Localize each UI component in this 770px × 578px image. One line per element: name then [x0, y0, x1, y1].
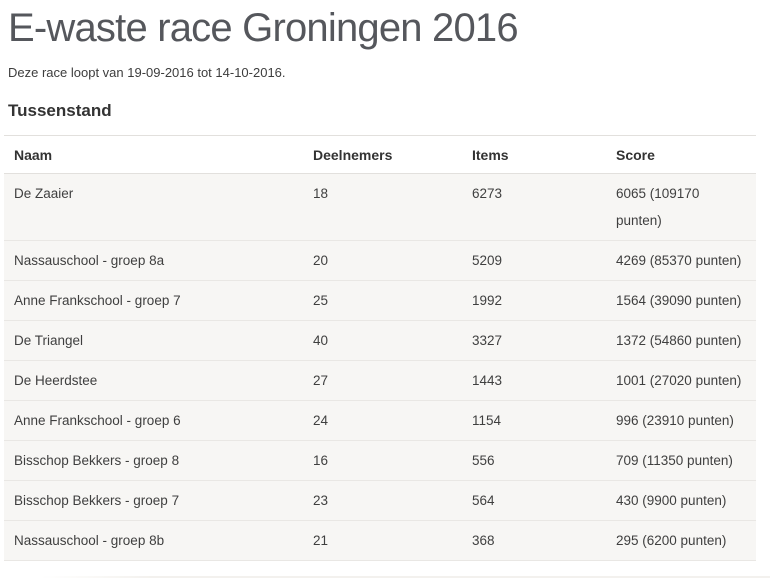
cell-deelnemers: 18 — [303, 173, 462, 241]
cell-naam: Nassauschool - groep 8a — [4, 240, 303, 281]
cell-items: 1443 — [462, 360, 606, 401]
table-row: Anne Frankschool - groep 7 25 1992 1564 … — [4, 280, 756, 321]
table-row: Anne Frankschool - groep 6 24 1154 996 (… — [4, 400, 756, 441]
cell-score: 1372 (54860 punten) — [606, 320, 756, 361]
cell-deelnemers: 24 — [303, 400, 462, 441]
cell-score: 996 (23910 punten) — [606, 400, 756, 441]
page: E-waste race Groningen 2016 Deze race lo… — [0, 6, 770, 578]
cell-naam: De Triangel — [4, 320, 303, 361]
cell-naam: Bisschop Bekkers - groep 8 — [4, 440, 303, 481]
table-row: Bisschop Bekkers - groep 8 16 556 709 (1… — [4, 440, 756, 481]
section-heading: Tussenstand — [8, 101, 112, 120]
cell-deelnemers: 16 — [303, 440, 462, 481]
column-header-score: Score — [606, 135, 756, 174]
standings-table: Naam Deelnemers Items Score De Zaaier 18… — [4, 135, 756, 561]
cell-items: 6273 — [462, 173, 606, 241]
cell-items: 1992 — [462, 280, 606, 321]
table-row: Nassauschool - groep 8b 21 368 295 (6200… — [4, 520, 756, 561]
cell-deelnemers: 23 — [303, 480, 462, 521]
cell-naam: Bisschop Bekkers - groep 7 — [4, 480, 303, 521]
cell-naam: Anne Frankschool - groep 7 — [4, 280, 303, 321]
cell-score: 295 (6200 punten) — [606, 520, 756, 561]
cell-deelnemers: 20 — [303, 240, 462, 281]
cell-items: 1154 — [462, 400, 606, 441]
cell-items: 3327 — [462, 320, 606, 361]
column-header-naam: Naam — [4, 135, 303, 174]
cell-deelnemers: 21 — [303, 520, 462, 561]
cell-score: 4269 (85370 punten) — [606, 240, 756, 281]
column-header-items: Items — [462, 135, 606, 174]
cell-score: 1564 (39090 punten) — [606, 280, 756, 321]
cell-items: 556 — [462, 440, 606, 481]
next-section-edge — [0, 576, 770, 578]
column-header-deelnemers: Deelnemers — [303, 135, 462, 174]
cell-items: 368 — [462, 520, 606, 561]
cell-deelnemers: 25 — [303, 280, 462, 321]
cell-naam: De Zaaier — [4, 173, 303, 241]
cell-deelnemers: 40 — [303, 320, 462, 361]
table-header-row: Naam Deelnemers Items Score — [4, 135, 756, 174]
table-row: Nassauschool - groep 8a 20 5209 4269 (85… — [4, 240, 756, 281]
cell-items: 564 — [462, 480, 606, 521]
cell-naam: Nassauschool - groep 8b — [4, 520, 303, 561]
table-row: De Zaaier 18 6273 6065 (109170 punten) — [4, 173, 756, 241]
cell-score: 6065 (109170 punten) — [606, 173, 756, 241]
table-row: Bisschop Bekkers - groep 7 23 564 430 (9… — [4, 480, 756, 521]
table-row: De Heerdstee 27 1443 1001 (27020 punten) — [4, 360, 756, 401]
cell-score: 709 (11350 punten) — [606, 440, 756, 481]
cell-naam: Anne Frankschool - groep 6 — [4, 400, 303, 441]
page-title: E-waste race Groningen 2016 — [8, 6, 519, 50]
cell-score: 430 (9900 punten) — [606, 480, 756, 521]
cell-items: 5209 — [462, 240, 606, 281]
page-subtitle: Deze race loopt van 19-09-2016 tot 14-10… — [8, 65, 286, 80]
cell-deelnemers: 27 — [303, 360, 462, 401]
cell-score: 1001 (27020 punten) — [606, 360, 756, 401]
cell-naam: De Heerdstee — [4, 360, 303, 401]
table-row: De Triangel 40 3327 1372 (54860 punten) — [4, 320, 756, 361]
